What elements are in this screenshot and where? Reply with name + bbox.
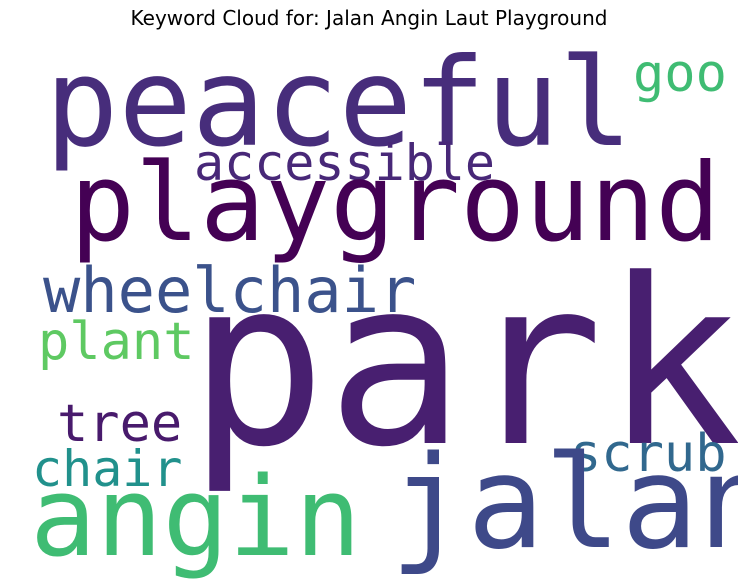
word-scrub: scrub	[570, 424, 727, 484]
word-accessible: accessible	[194, 134, 496, 192]
word-chair: chair	[32, 440, 183, 498]
word-plant: plant	[38, 312, 195, 372]
word-angin: angin	[30, 453, 362, 581]
word-park: park	[188, 231, 738, 498]
word-jalan: jalan	[390, 429, 738, 578]
word-playground: playground	[70, 141, 721, 266]
word-wheelchair: wheelchair	[43, 254, 417, 327]
word-tree: tree	[57, 394, 183, 454]
word-goo: goo	[633, 44, 727, 104]
word-peaceful: peaceful	[45, 32, 633, 174]
chart-title: Keyword Cloud for: Jalan Angin Laut Play…	[130, 6, 608, 30]
